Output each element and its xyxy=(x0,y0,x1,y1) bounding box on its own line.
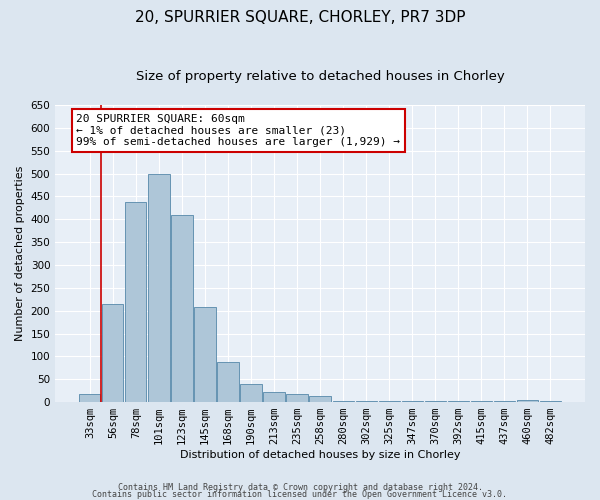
X-axis label: Distribution of detached houses by size in Chorley: Distribution of detached houses by size … xyxy=(180,450,460,460)
Bar xyxy=(379,401,400,402)
Y-axis label: Number of detached properties: Number of detached properties xyxy=(15,166,25,341)
Bar xyxy=(310,396,331,402)
Bar xyxy=(425,401,446,402)
Bar xyxy=(102,304,124,402)
Bar xyxy=(494,401,515,402)
Bar xyxy=(125,202,146,402)
Bar xyxy=(79,394,100,402)
Bar xyxy=(356,401,377,402)
Title: Size of property relative to detached houses in Chorley: Size of property relative to detached ho… xyxy=(136,70,505,83)
Bar xyxy=(517,400,538,402)
Text: 20 SPURRIER SQUARE: 60sqm
← 1% of detached houses are smaller (23)
99% of semi-d: 20 SPURRIER SQUARE: 60sqm ← 1% of detach… xyxy=(76,114,400,147)
Bar xyxy=(332,401,353,402)
Bar xyxy=(401,401,423,402)
Text: Contains public sector information licensed under the Open Government Licence v3: Contains public sector information licen… xyxy=(92,490,508,499)
Bar xyxy=(217,362,239,402)
Bar xyxy=(148,174,170,402)
Bar xyxy=(540,400,561,402)
Bar xyxy=(172,214,193,402)
Bar xyxy=(263,392,284,402)
Text: Contains HM Land Registry data © Crown copyright and database right 2024.: Contains HM Land Registry data © Crown c… xyxy=(118,484,482,492)
Text: 20, SPURRIER SQUARE, CHORLEY, PR7 3DP: 20, SPURRIER SQUARE, CHORLEY, PR7 3DP xyxy=(135,10,465,25)
Bar xyxy=(448,401,469,402)
Bar xyxy=(194,308,215,402)
Bar xyxy=(286,394,308,402)
Bar xyxy=(470,401,492,402)
Bar xyxy=(241,384,262,402)
